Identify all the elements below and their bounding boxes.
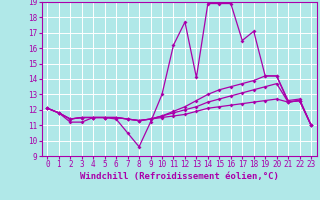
X-axis label: Windchill (Refroidissement éolien,°C): Windchill (Refroidissement éolien,°C) bbox=[80, 172, 279, 181]
